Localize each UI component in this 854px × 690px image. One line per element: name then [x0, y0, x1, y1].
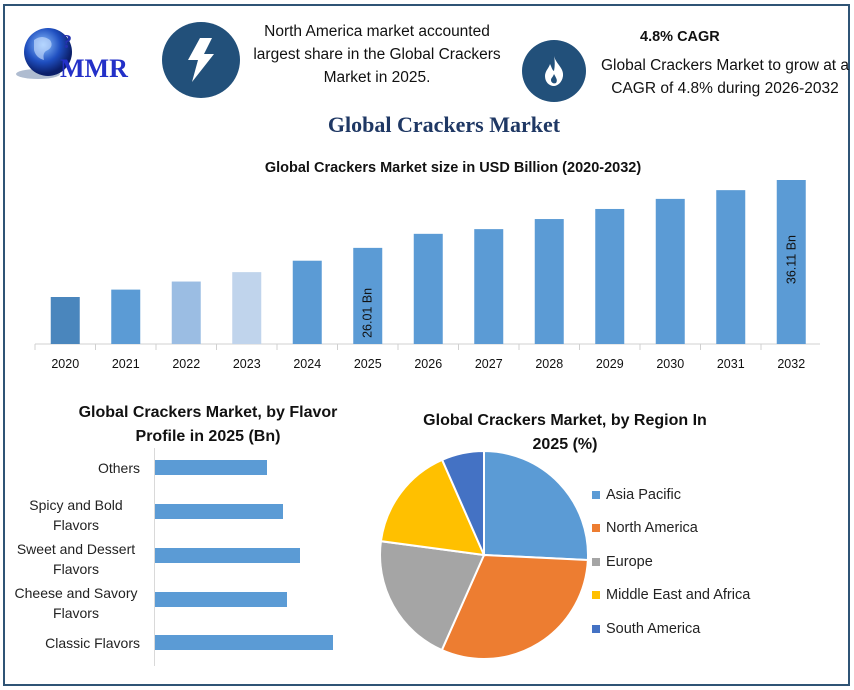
legend-swatch: [592, 591, 600, 600]
flavor-bar: [155, 635, 333, 650]
bar-2026: [413, 233, 443, 344]
legend-item: North America: [592, 512, 750, 546]
x-tick-label: 2022: [172, 357, 200, 371]
flame-icon: [522, 40, 586, 102]
market-size-chart: 2020 2021 2022 2023 2024 2025 26.01 Bn 2026 2027…: [34, 180, 820, 371]
svg-text:?: ?: [62, 31, 72, 53]
pie-slice-europe: [379, 540, 486, 652]
legend-swatch: [592, 490, 600, 499]
x-tick-label: 2030: [656, 357, 684, 371]
north-america-info: North America market accounted largest s…: [253, 23, 501, 86]
y-axis: [154, 448, 155, 666]
x-tick-label: 2029: [596, 357, 624, 371]
pie-slice-asia-pacific: [483, 449, 589, 562]
flavor-bar: [155, 460, 267, 475]
bar-2032: [776, 180, 806, 344]
pie-slice-middle-east-and-africa: [379, 458, 486, 557]
x-tick-label: 2021: [112, 357, 140, 371]
x-tick-label: 2027: [475, 357, 503, 371]
mmr-logo: ? MMR: [14, 26, 154, 86]
region-pie-chart: [379, 449, 589, 660]
cagr-info: Global Crackers Market to grow at a CAGR…: [600, 57, 850, 97]
region-chart-title: Global Crackers Market, by Region In 202…: [423, 412, 707, 453]
x-tick-label: 2031: [717, 357, 745, 371]
flavor-label: Cheese and Savory Flavors: [14, 585, 138, 621]
x-tick-label: 2025: [354, 357, 382, 371]
flavor-label: Sweet and Dessert Flavors: [16, 541, 136, 577]
data-label-2032: 36.11 Bn: [784, 235, 798, 284]
bar-2024: [292, 260, 322, 344]
cagr-title: 4.8% CAGR: [640, 29, 720, 45]
legend-swatch: [592, 624, 600, 633]
bar-2027: [474, 229, 504, 344]
bar-2029: [595, 208, 625, 344]
logo-text: MMR: [60, 54, 128, 83]
legend-label: Asia Pacific: [606, 486, 681, 503]
x-tick-label: 2028: [535, 357, 563, 371]
flavor-label: Others: [97, 460, 140, 476]
bar-2028: [534, 219, 564, 344]
legend-item: South America: [592, 612, 750, 646]
page-title: Global Crackers Market: [327, 112, 561, 137]
legend-swatch: [592, 557, 600, 566]
infographic-frame: [3, 4, 850, 686]
pie-slice-south-america: [440, 449, 485, 556]
legend-swatch: [592, 524, 600, 533]
x-tick-label: 2023: [233, 357, 261, 371]
legend-label: Europe: [606, 553, 653, 570]
x-tick-label: 2032: [777, 357, 805, 371]
flavor-label: Spicy and Bold Flavors: [29, 497, 123, 533]
legend-label: South America: [606, 620, 701, 637]
bar-2021: [111, 289, 141, 344]
data-label-2025: 26.01 Bn: [361, 288, 375, 338]
market-size-chart-title: Global Crackers Market size in USD Billi…: [264, 160, 642, 176]
bar-2030: [655, 198, 685, 344]
legend-item: Middle East and Africa: [592, 579, 750, 613]
pie-slice-north-america: [440, 553, 589, 660]
bar-2020: [50, 297, 80, 344]
bar-2022: [171, 281, 201, 344]
bar-2025: [353, 247, 383, 344]
legend-item: Europe: [592, 545, 750, 579]
x-tick-label: 2020: [51, 357, 79, 371]
flavor-chart-title: Global Crackers Market, by Flavor Profil…: [78, 404, 338, 445]
bar-2031: [716, 190, 746, 344]
legend-label: North America: [606, 520, 698, 537]
flavor-label: Classic Flavors: [45, 635, 140, 651]
bar-2023: [232, 272, 262, 344]
lightning-bolt-icon: [162, 22, 240, 98]
x-tick-label: 2024: [293, 357, 321, 371]
x-tick-label: 2026: [414, 357, 442, 371]
flavor-bar: [155, 548, 301, 563]
legend-item: Asia Pacific: [592, 478, 750, 512]
legend-label: Middle East and Africa: [606, 587, 751, 604]
region-legend: Asia Pacific North America Europe Middle Ea…: [592, 478, 750, 646]
flavor-bar: [155, 592, 288, 607]
flavor-bar: [155, 504, 284, 519]
